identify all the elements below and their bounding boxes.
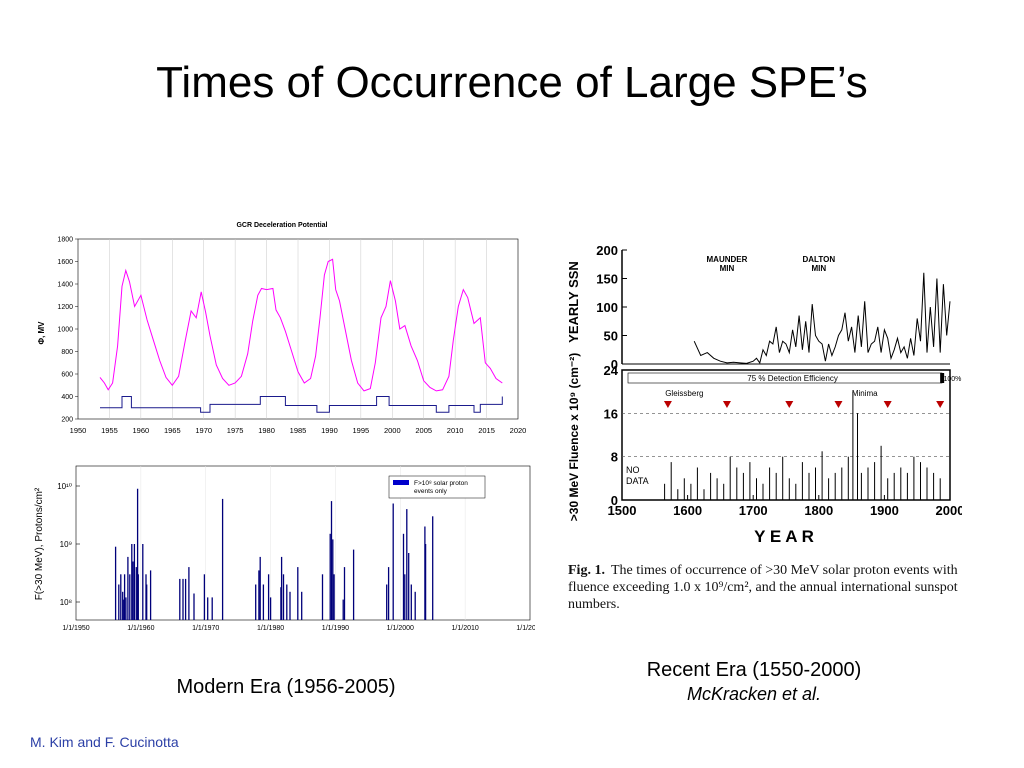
gcr-x-tick-label: 1975 — [227, 426, 244, 435]
figure-caption: Fig. 1. The times of occurrence of >30 Me… — [568, 562, 958, 613]
ssn-y-tick-label: 50 — [604, 329, 618, 344]
fluence-y-axis-label: >30 MeV Fluence x 10⁹ (cm⁻²) — [567, 353, 581, 521]
gcr-x-tick-label: 1950 — [70, 426, 87, 435]
gcr-y-tick-label: 600 — [61, 372, 73, 379]
gcr-y-tick-label: 1400 — [57, 282, 73, 289]
gcr-chart: GCR Deceleration Potential Φ, MV 1950 195… — [37, 222, 527, 435]
caption-recent-era-author: McKracken et al. — [686, 684, 822, 704]
ssn-annotation: MAUNDER MIN — [707, 255, 748, 273]
efficiency-100-label: 100% — [943, 376, 961, 383]
spe-x-tick-label: 1/1/2020 — [516, 625, 535, 632]
gcr-x-tick-label: 1960 — [133, 426, 150, 435]
gcr-x-tick-label: 1955 — [101, 426, 118, 435]
gcr-y-tick-label: 200 — [61, 417, 73, 424]
fluence-y-tick-label: 16 — [604, 406, 618, 421]
spe-y-tick-label: 10¹⁰ — [57, 482, 72, 491]
year-tick-label: 2000 — [936, 503, 962, 518]
gcr-step-line — [100, 396, 503, 413]
spe-legend-box — [388, 475, 486, 499]
minima-marker — [834, 401, 843, 408]
year-tick-label: 1800 — [804, 503, 833, 518]
gcr-x-tick-label: 1985 — [290, 426, 307, 435]
spe-y-axis-label: F(>30 MeV), Protons/cm² — [34, 487, 45, 600]
gcr-series-line — [99, 258, 503, 392]
ssn-y-tick-label: 0 — [611, 357, 618, 372]
minima-marker — [663, 401, 672, 408]
caption-recent-era-title: Recent Era (1550-2000) — [646, 659, 862, 681]
gcr-y-tick-label: 1000 — [57, 327, 73, 334]
spe-x-tick-label: 1/1/2000 — [387, 625, 414, 632]
caption-modern-era: Modern Era (1956-2005) — [176, 676, 396, 698]
historical-chart: YEARLY SSN >30 MeV Fluence x 10⁹ (cm⁻²) … — [566, 243, 962, 546]
minima-marker — [883, 401, 892, 408]
fluence-y-tick-label: 8 — [611, 450, 618, 465]
ssn-y-tick-label: 200 — [596, 243, 618, 258]
fluence-y-tick-label: 0 — [611, 493, 618, 508]
gcr-y-tick-label: 1800 — [57, 237, 73, 244]
year-tick-label: 1500 — [608, 503, 637, 518]
gcr-x-tick-label: 2000 — [384, 426, 401, 435]
gcr-x-tick-label: 1995 — [353, 426, 370, 435]
ssn-y-tick-label: 150 — [596, 272, 618, 287]
gcr-x-tick-label: 1990 — [321, 426, 338, 435]
gcr-x-tick-label: 1980 — [258, 426, 275, 435]
ssn-series-line — [693, 272, 951, 365]
year-tick-label: 1600 — [673, 503, 702, 518]
minima-label: Minima — [852, 389, 878, 398]
efficiency-marker — [940, 373, 945, 383]
gcr-x-tick-label: 2005 — [415, 426, 432, 435]
year-tick-label: 1700 — [739, 503, 768, 518]
gcr-chart-title: GCR Deceleration Potential — [236, 222, 327, 229]
efficiency-label: 75 % Detection Efficiency — [747, 374, 838, 383]
figure-caption-label: Fig. 1. — [568, 563, 605, 578]
gcr-y-tick-label: 400 — [61, 394, 73, 401]
spe-y-tick-label: 10⁸ — [60, 598, 72, 607]
gcr-x-tick-label: 2010 — [447, 426, 464, 435]
ssn-annotation: DALTON MIN — [803, 255, 836, 273]
spe-x-tick-label: 1/1/1980 — [257, 625, 284, 632]
gleissberg-label: Gleissberg — [665, 389, 703, 398]
gcr-y-tick-label: 1600 — [57, 259, 73, 266]
spe-x-tick-label: 1/1/1950 — [62, 625, 89, 632]
spe-x-tick-label: 1/1/1960 — [127, 625, 154, 632]
ssn-y-axis-label: YEARLY SSN — [566, 261, 581, 343]
gcr-x-tick-label: 1965 — [164, 426, 181, 435]
caption-recent-era: Recent Era (1550-2000) McKracken et al. — [580, 658, 928, 706]
gcr-x-tick-label: 2015 — [478, 426, 495, 435]
ssn-y-tick-label: 100 — [596, 300, 618, 315]
fluence-y-tick-label: 24 — [604, 363, 619, 378]
minima-marker — [936, 401, 945, 408]
gcr-x-tick-label: 2020 — [510, 426, 527, 435]
gcr-x-tick-label: 1970 — [195, 426, 212, 435]
spe-x-tick-label: 1/1/1970 — [192, 625, 219, 632]
spe-x-tick-label: 1/1/1990 — [322, 625, 349, 632]
gcr-y-tick-label: 800 — [61, 349, 73, 356]
gcr-y-axis-label: Φ, MV — [37, 321, 46, 345]
year-axis-label: Y E A R — [754, 527, 814, 546]
figure-caption-text: The times of occurrence of >30 MeV solar… — [568, 563, 958, 612]
minima-marker — [785, 401, 794, 408]
fluence-plot-frame — [621, 369, 951, 501]
footer-authors: M. Kim and F. Cucinotta — [30, 734, 179, 750]
spe-y-tick-label: 10⁹ — [60, 540, 72, 549]
spe-chart: F(>30 MeV), Protons/cm² 1/1/1950 1/1/1960… — [34, 465, 535, 632]
no-data-label: NO DATA — [626, 465, 649, 486]
slide-title: Times of Occurrence of Large SPE’s — [156, 58, 868, 107]
minima-marker — [722, 401, 731, 408]
spe-legend-label: F>10⁸ solar proton events only — [414, 480, 468, 495]
spe-legend-swatch — [393, 480, 409, 485]
year-tick-label: 1900 — [870, 503, 899, 518]
spe-x-tick-label: 1/1/2010 — [452, 625, 479, 632]
gcr-y-tick-label: 1200 — [57, 304, 73, 311]
